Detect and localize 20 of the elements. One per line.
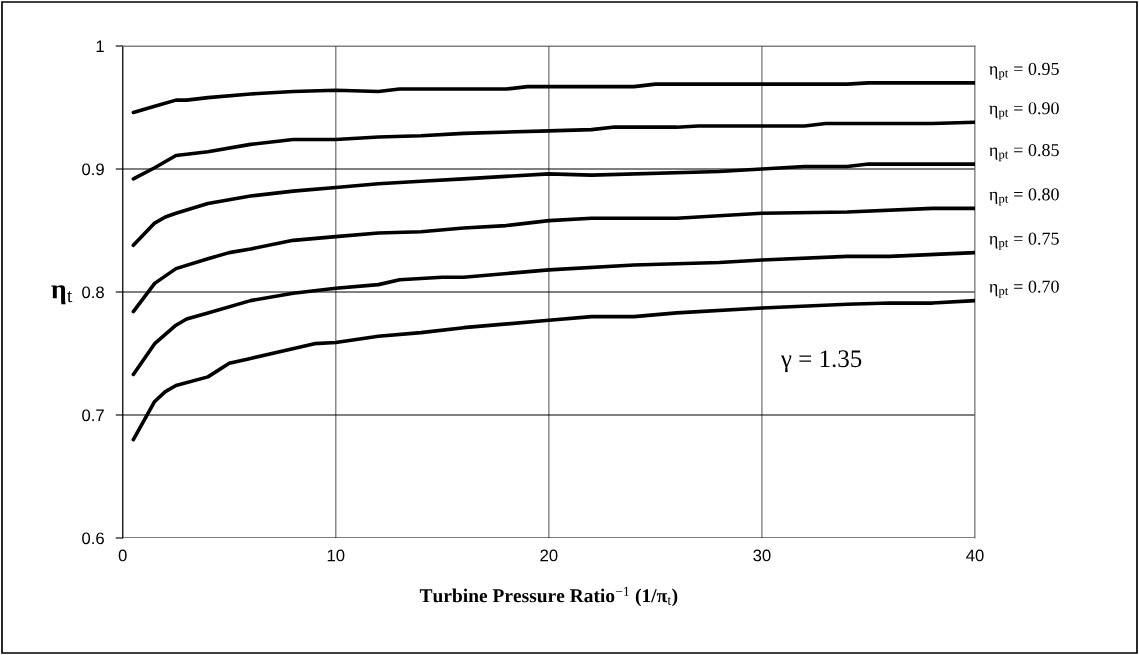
y-tick-label: 0.9: [82, 163, 104, 176]
series-label: η$_{pt}$ = 0.80: [989, 188, 1059, 206]
x-tick-label: 20: [540, 549, 558, 562]
line-series: [131, 81, 975, 115]
annotation: γ = 1.35: [780, 350, 862, 373]
series-label: η$_{pt}$ = 0.75: [989, 232, 1059, 250]
y-tick-label: 0.8: [82, 286, 104, 299]
y-axis-title: η$_{t}$: [51, 285, 73, 305]
series-label: η$_{pt}$ = 0.95: [989, 62, 1059, 80]
y-tick-label: 1: [96, 40, 104, 53]
series-label: η$_{pt}$ = 0.70: [989, 280, 1059, 298]
x-axis-title: Turbine Pressure Ratio$^{−1}$ (1/π$_{t}$): [419, 586, 678, 607]
x-tick-label: 10: [327, 549, 345, 562]
series-label: η$_{pt}$ = 0.90: [989, 102, 1059, 120]
y-tick-label: 0.6: [82, 532, 104, 545]
x-tick-label: 0: [118, 549, 127, 562]
series-label: η$_{pt}$ = 0.85: [989, 143, 1059, 162]
x-tick-label: 40: [966, 549, 984, 562]
x-tick-label: 30: [753, 549, 771, 562]
y-tick-label: 0.7: [82, 409, 104, 422]
